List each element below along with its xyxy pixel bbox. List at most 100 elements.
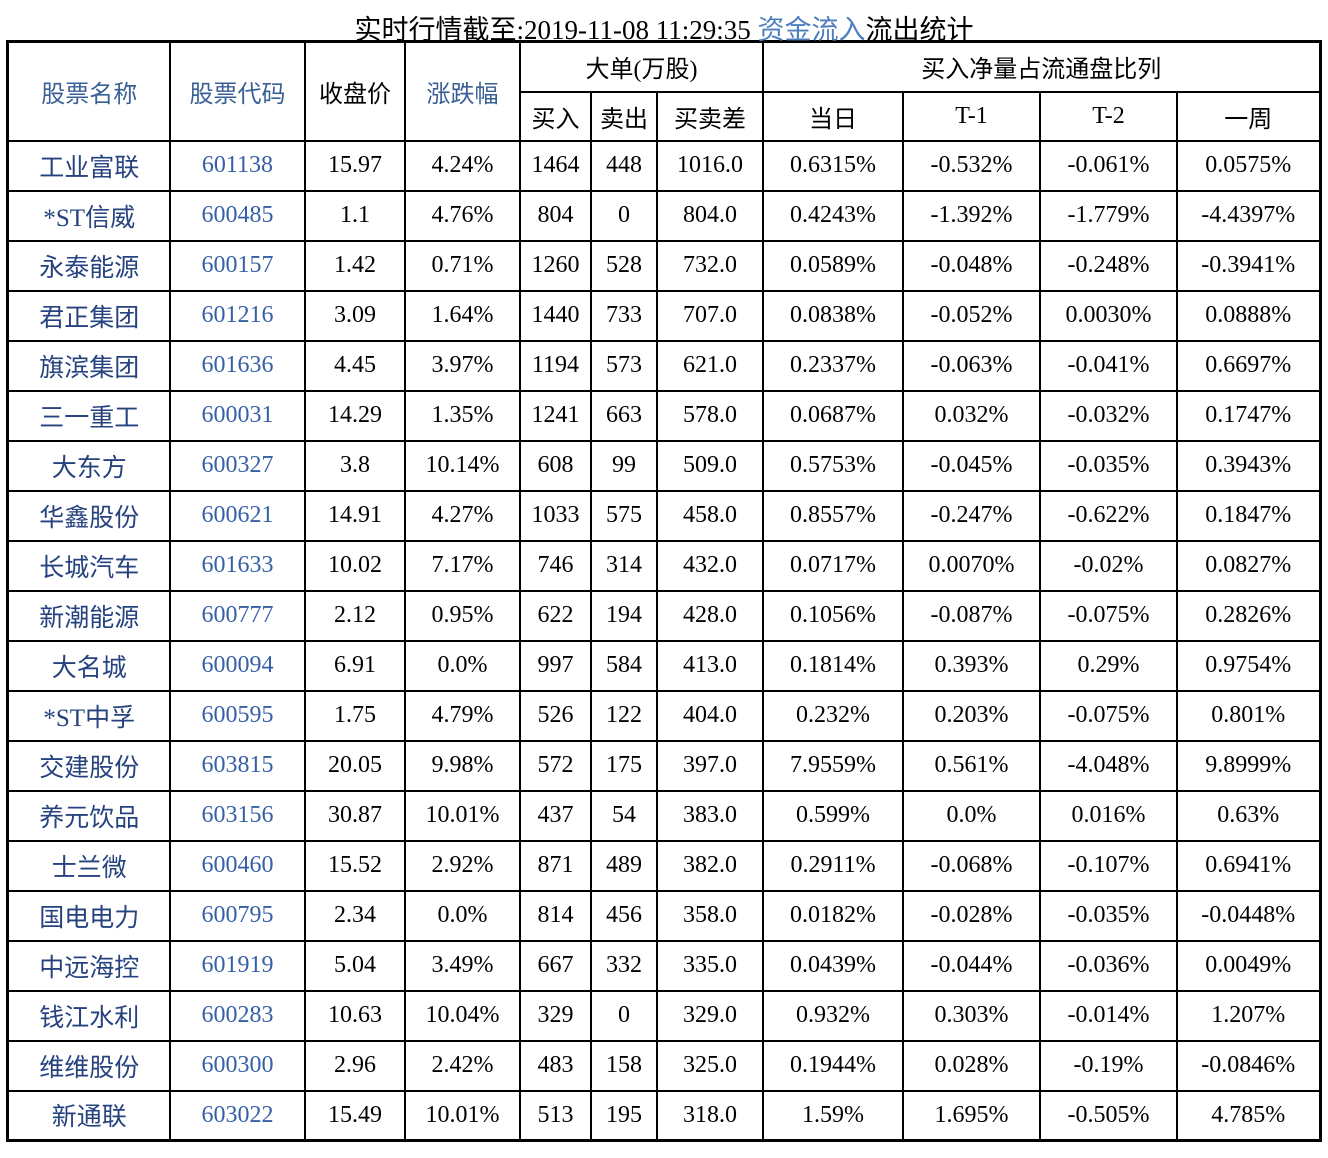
cell-ratio-t2: -0.041% (1039, 339, 1179, 392)
cell-buy-sell-diff: 383.0 (655, 789, 765, 842)
cell-stock-name: 工业富联 (6, 139, 171, 192)
cell-ratio-t1: 0.0070% (902, 539, 1042, 592)
cell-buy-volume: 871 (518, 839, 592, 892)
cell-change-pct: 2.92% (403, 839, 521, 892)
cell-ratio-today: 0.8557% (762, 489, 905, 542)
cell-close-price: 1.75 (303, 689, 406, 742)
col-header-buy: 买入 (518, 90, 592, 142)
cell-buy-sell-diff: 318.0 (655, 1089, 765, 1142)
stock-table: 股票名称 股票代码 收盘价 涨跌幅 大单(万股) 买入净量占流通盘比列 买入 卖… (6, 40, 1322, 1142)
cell-ratio-today: 0.0182% (762, 889, 905, 942)
cell-buy-volume: 483 (518, 1039, 592, 1092)
cell-ratio-week: 0.2826% (1176, 589, 1322, 642)
cell-close-price: 15.52 (303, 839, 406, 892)
cell-change-pct: 10.01% (403, 1089, 521, 1142)
table-header: 股票名称 股票代码 收盘价 涨跌幅 大单(万股) 买入净量占流通盘比列 买入 卖… (6, 40, 1322, 142)
cell-close-price: 30.87 (303, 789, 406, 842)
cell-close-price: 4.45 (303, 339, 406, 392)
cell-buy-volume: 814 (518, 889, 592, 942)
cell-stock-name: 三一重工 (6, 389, 171, 442)
cell-stock-code: 601919 (168, 939, 306, 992)
cell-close-price: 3.8 (303, 439, 406, 492)
cell-buy-volume: 1260 (518, 239, 592, 292)
cell-ratio-today: 0.5753% (762, 439, 905, 492)
cell-buy-volume: 1440 (518, 289, 592, 342)
cell-stock-code: 600777 (168, 589, 306, 642)
cell-buy-volume: 1194 (518, 339, 592, 392)
cell-stock-name: 华鑫股份 (6, 489, 171, 542)
cell-change-pct: 7.17% (403, 539, 521, 592)
table-row: 永泰能源 600157 1.42 0.71% 1260 528 732.0 0.0589% -0… (6, 239, 1322, 292)
cell-ratio-week: 0.0575% (1176, 139, 1322, 192)
cell-ratio-week: 9.8999% (1176, 739, 1322, 792)
cell-ratio-t1: 0.0% (902, 789, 1042, 842)
cell-stock-name: 大东方 (6, 439, 171, 492)
cell-buy-volume: 804 (518, 189, 592, 242)
cell-sell-volume: 663 (589, 389, 658, 442)
col-header-stock-code: 股票代码 (168, 40, 306, 142)
cell-buy-volume: 622 (518, 589, 592, 642)
cell-buy-volume: 526 (518, 689, 592, 742)
table-row: 士兰微 600460 15.52 2.92% 871 489 382.0 0.2911% -0.… (6, 839, 1322, 892)
cell-ratio-today: 0.1056% (762, 589, 905, 642)
cell-ratio-t2: -0.107% (1039, 839, 1179, 892)
cell-ratio-t2: -0.075% (1039, 689, 1179, 742)
cell-ratio-t1: 0.561% (902, 739, 1042, 792)
table-row: 养元饮品 603156 30.87 10.01% 437 54 383.0 0.599% 0.0… (6, 789, 1322, 842)
cell-stock-code: 603815 (168, 739, 306, 792)
cell-ratio-t2: -0.19% (1039, 1039, 1179, 1092)
cell-ratio-today: 0.2911% (762, 839, 905, 892)
col-header-t-minus-1: T-1 (902, 90, 1042, 142)
cell-ratio-t1: -0.063% (902, 339, 1042, 392)
cell-ratio-week: 0.63% (1176, 789, 1322, 842)
cell-change-pct: 0.0% (403, 889, 521, 942)
cell-buy-sell-diff: 382.0 (655, 839, 765, 892)
cell-ratio-t1: 0.028% (902, 1039, 1042, 1092)
cell-buy-volume: 997 (518, 639, 592, 692)
cell-close-price: 15.49 (303, 1089, 406, 1142)
cell-buy-volume: 667 (518, 939, 592, 992)
table-row: *ST信威 600485 1.1 4.76% 804 0 804.0 0.4243% -1.39… (6, 189, 1322, 242)
cell-ratio-week: 0.9754% (1176, 639, 1322, 692)
cell-stock-code: 601633 (168, 539, 306, 592)
cell-close-price: 10.02 (303, 539, 406, 592)
cell-ratio-t1: -0.045% (902, 439, 1042, 492)
title-prefix: 实时行情截至:2019-11-08 11:29:35 (354, 15, 758, 45)
cell-ratio-t2: -0.061% (1039, 139, 1179, 192)
cell-ratio-today: 0.0687% (762, 389, 905, 442)
cell-ratio-t1: -0.044% (902, 939, 1042, 992)
cell-change-pct: 0.71% (403, 239, 521, 292)
table-row: 华鑫股份 600621 14.91 4.27% 1033 575 458.0 0.8557% -… (6, 489, 1322, 542)
cell-stock-name: 长城汽车 (6, 539, 171, 592)
cell-stock-name: 新通联 (6, 1089, 171, 1142)
cell-buy-sell-diff: 804.0 (655, 189, 765, 242)
cell-ratio-t2: 0.0030% (1039, 289, 1179, 342)
cell-ratio-today: 0.232% (762, 689, 905, 742)
cell-ratio-today: 7.9559% (762, 739, 905, 792)
cell-sell-volume: 456 (589, 889, 658, 942)
cell-ratio-week: -0.0846% (1176, 1039, 1322, 1092)
cell-ratio-t2: -0.622% (1039, 489, 1179, 542)
cell-ratio-t1: 1.695% (902, 1089, 1042, 1142)
cell-ratio-today: 0.932% (762, 989, 905, 1042)
cell-change-pct: 10.01% (403, 789, 521, 842)
header-sub-row: 买入 卖出 买卖差 当日 T-1 T-2 一周 (8, 90, 1322, 142)
cell-stock-code: 600795 (168, 889, 306, 942)
cell-ratio-week: -0.0448% (1176, 889, 1322, 942)
cell-buy-volume: 608 (518, 439, 592, 492)
cell-close-price: 10.63 (303, 989, 406, 1042)
cell-buy-sell-diff: 578.0 (655, 389, 765, 442)
cell-stock-code: 600031 (168, 389, 306, 442)
cell-change-pct: 4.24% (403, 139, 521, 192)
cell-stock-code: 600621 (168, 489, 306, 542)
cell-sell-volume: 122 (589, 689, 658, 742)
cell-ratio-t2: -0.035% (1039, 439, 1179, 492)
cell-buy-sell-diff: 621.0 (655, 339, 765, 392)
cell-change-pct: 1.35% (403, 389, 521, 442)
cell-ratio-week: -4.4397% (1176, 189, 1322, 242)
cell-close-price: 5.04 (303, 939, 406, 992)
cell-change-pct: 3.49% (403, 939, 521, 992)
cell-sell-volume: 194 (589, 589, 658, 642)
cell-stock-code: 600157 (168, 239, 306, 292)
cell-buy-volume: 1241 (518, 389, 592, 442)
